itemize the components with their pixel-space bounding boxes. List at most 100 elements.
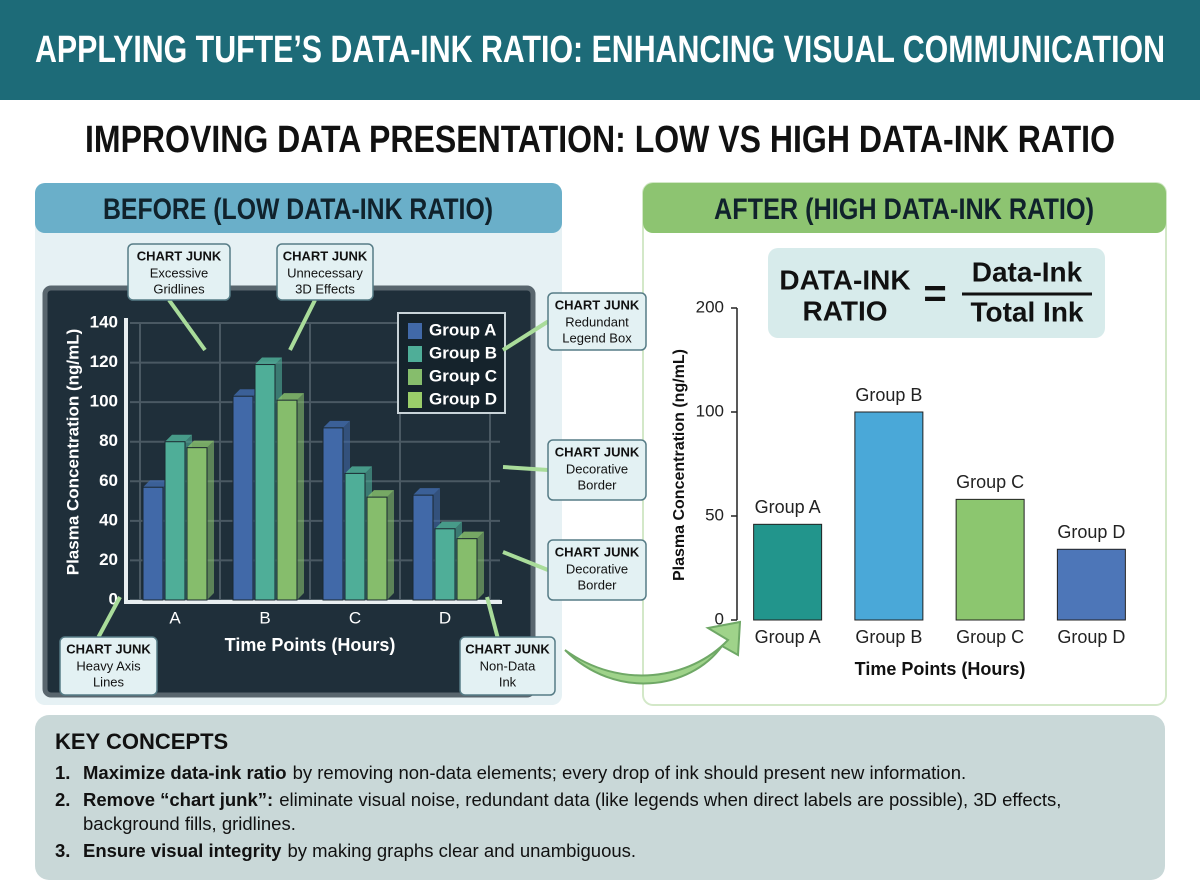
item-text: by removing non-data elements; every dro… <box>292 762 967 783</box>
annotation-arrow <box>288 299 317 351</box>
bar-label: Group A <box>755 497 821 517</box>
y-tick-label: 140 <box>90 312 118 331</box>
legend-label: Group B <box>429 343 497 362</box>
before-title: BEFORE (LOW DATA-INK RATIO) <box>103 193 493 226</box>
before-panel-header <box>35 183 562 233</box>
bar-label: Group C <box>956 472 1024 492</box>
annotation-text: Gridlines <box>153 281 205 296</box>
y-axis-label: Plasma Concentration (ng/mL) <box>671 349 688 581</box>
page-title: APPLYING TUFTE’S DATA-INK RATIO: ENHANCI… <box>35 29 1165 71</box>
bar <box>753 523 823 621</box>
item-bold: Maximize data-ink ratio <box>83 762 287 783</box>
legend-label: Group D <box>429 389 497 408</box>
bar <box>955 498 1025 621</box>
annotation-text: Ink <box>499 674 517 689</box>
annotation-arrow <box>501 319 550 352</box>
bar-3d-side <box>387 490 394 600</box>
bar-3d-side <box>207 440 214 600</box>
bar-3d-top <box>367 490 394 498</box>
legend-swatch <box>408 369 422 385</box>
x-tick-label: B <box>259 608 270 627</box>
bar <box>1056 548 1126 621</box>
bar <box>232 395 254 601</box>
annotation-arrow <box>502 465 549 472</box>
bar <box>254 364 276 601</box>
annotation-label: CHART JUNK <box>66 641 151 656</box>
x-tick-label: C <box>349 608 361 627</box>
bar-3d-side <box>477 531 484 600</box>
item-text: by making graphs clear and unambiguous. <box>287 840 637 861</box>
formula-lhs: RATIO <box>802 295 887 326</box>
annotation-box <box>276 243 374 301</box>
y-tick-label: 200 <box>696 297 724 316</box>
annotation-box <box>127 243 231 301</box>
formula-denominator: Total Ink <box>970 296 1083 327</box>
key-concept-item: 3. Ensure visual integrity by making graph… <box>55 839 1145 863</box>
bar-3d-top <box>435 521 462 529</box>
x-axis-label: Time Points (Hours) <box>225 635 396 655</box>
item-number: 2. <box>55 789 71 810</box>
annotation-box <box>59 636 158 696</box>
x-tick-label: Group B <box>855 627 922 647</box>
transition-arrow <box>564 620 742 685</box>
bar-3d-top <box>165 434 192 442</box>
after-panel-header <box>643 183 1166 233</box>
y-tick-label: 120 <box>90 352 118 371</box>
formula-numerator: Data-Ink <box>972 256 1083 287</box>
annotation-arrow <box>485 596 500 638</box>
x-tick-label: Group A <box>755 627 821 647</box>
legend-swatch <box>408 346 422 362</box>
bar-3d-top <box>457 531 484 539</box>
x-tick-label: Group D <box>1057 627 1125 647</box>
annotation-label: CHART JUNK <box>555 297 640 312</box>
annotation-box <box>547 539 647 601</box>
bar-3d-top <box>345 466 372 474</box>
annotation-label: CHART JUNK <box>283 248 368 263</box>
x-tick-label: Group C <box>956 627 1024 647</box>
x-tick-label: D <box>439 608 451 627</box>
legend-swatch <box>408 392 422 408</box>
header-band <box>0 0 1200 100</box>
bar-3d-top <box>143 480 170 488</box>
formula-lhs: DATA-INK <box>779 264 910 295</box>
annotation-text: 3D Effects <box>295 281 355 296</box>
key-concept-item: 1. Maximize data-ink ratio by removing non… <box>55 761 1145 785</box>
item-number: 1. <box>55 762 71 783</box>
annotation-text: Decorative <box>566 561 628 576</box>
legend-label: Group A <box>429 320 496 339</box>
annotation-text: Border <box>577 577 617 592</box>
annotation-box <box>459 636 556 696</box>
item-bold: Remove “chart junk”: <box>83 789 274 810</box>
after-title: AFTER (HIGH DATA-INK RATIO) <box>714 193 1094 226</box>
bar <box>186 447 208 601</box>
formula-operator: = <box>923 272 946 316</box>
annotation-arrow <box>96 596 122 638</box>
bar-3d-side <box>297 393 304 600</box>
bar <box>344 472 366 601</box>
annotation-box <box>547 292 647 351</box>
bar-3d-top <box>277 393 304 401</box>
bar-3d-top <box>323 420 350 428</box>
x-axis-label: Time Points (Hours) <box>855 659 1026 679</box>
y-tick-label: 100 <box>90 392 118 411</box>
annotation-label: CHART JUNK <box>465 641 550 656</box>
item-text: eliminate visual noise, redundant data (… <box>83 789 1062 834</box>
annotation-text: Heavy Axis <box>76 658 141 673</box>
key-concepts-list: 1. Maximize data-ink ratio by removing non… <box>55 761 1145 863</box>
legend-label: Group C <box>429 366 497 385</box>
y-tick-label: 80 <box>99 431 118 450</box>
y-tick-label: 0 <box>109 589 118 608</box>
bar <box>322 427 344 601</box>
annotation-text: Legend Box <box>562 330 632 345</box>
item-number: 3. <box>55 840 71 861</box>
y-tick-label: 100 <box>696 401 724 420</box>
bar <box>276 399 298 601</box>
annotation-label: CHART JUNK <box>137 248 222 263</box>
y-tick-label: 60 <box>99 471 118 490</box>
annotation-box <box>547 439 647 501</box>
bar-3d-top <box>187 440 214 448</box>
annotation-text: Lines <box>93 674 125 689</box>
annotation-text: Unnecessary <box>287 265 363 280</box>
